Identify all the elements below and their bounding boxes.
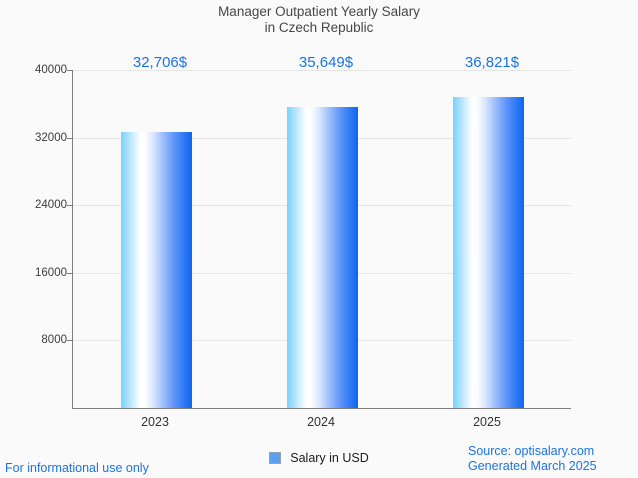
bar-2024[interactable] <box>286 106 358 408</box>
source-link[interactable]: Source: optisalary.com <box>468 444 595 458</box>
bar-2025[interactable] <box>452 96 524 408</box>
chart-title-line1: Manager Outpatient Yearly Salary <box>218 4 420 19</box>
y-tick-label-32000: 32000 <box>35 131 67 144</box>
y-tick-40000 <box>67 70 72 71</box>
value-label-2023: 32,706$ <box>132 54 188 71</box>
x-tick-label-2023: 2023 <box>141 415 169 429</box>
y-tick-16000 <box>67 272 72 274</box>
chart-title: Manager Outpatient Yearly Salary in Czec… <box>0 4 638 36</box>
gridline-40000 <box>73 70 571 71</box>
x-tick-label-2025: 2025 <box>473 415 501 429</box>
source-block: Source: optisalary.com Generated March 2… <box>468 444 597 474</box>
y-tick-label-16000: 16000 <box>35 266 67 279</box>
legend-swatch-icon <box>269 452 282 464</box>
y-tick-8000 <box>67 340 72 342</box>
chart-title-line2: in Czech Republic <box>264 20 374 35</box>
legend-label: Salary in USD <box>290 451 369 465</box>
value-label-2024: 35,649$ <box>298 54 354 71</box>
y-tick-label-40000: 40000 <box>35 64 67 76</box>
plot-area: 8000 16000 24000 32000 40000 <box>35 64 571 409</box>
generated-date: Generated March 2025 <box>468 459 597 473</box>
disclaimer-text: For informational use only <box>5 461 149 475</box>
y-tick-24000 <box>67 205 72 207</box>
y-tick-32000 <box>67 137 72 139</box>
legend: Salary in USD <box>0 451 638 465</box>
value-label-2025: 36,821$ <box>464 54 520 71</box>
x-tick-label-2024: 2024 <box>307 415 335 429</box>
y-tick-label-8000: 8000 <box>41 334 67 347</box>
y-tick-label-24000: 24000 <box>35 199 67 212</box>
bar-2023[interactable] <box>120 131 192 408</box>
